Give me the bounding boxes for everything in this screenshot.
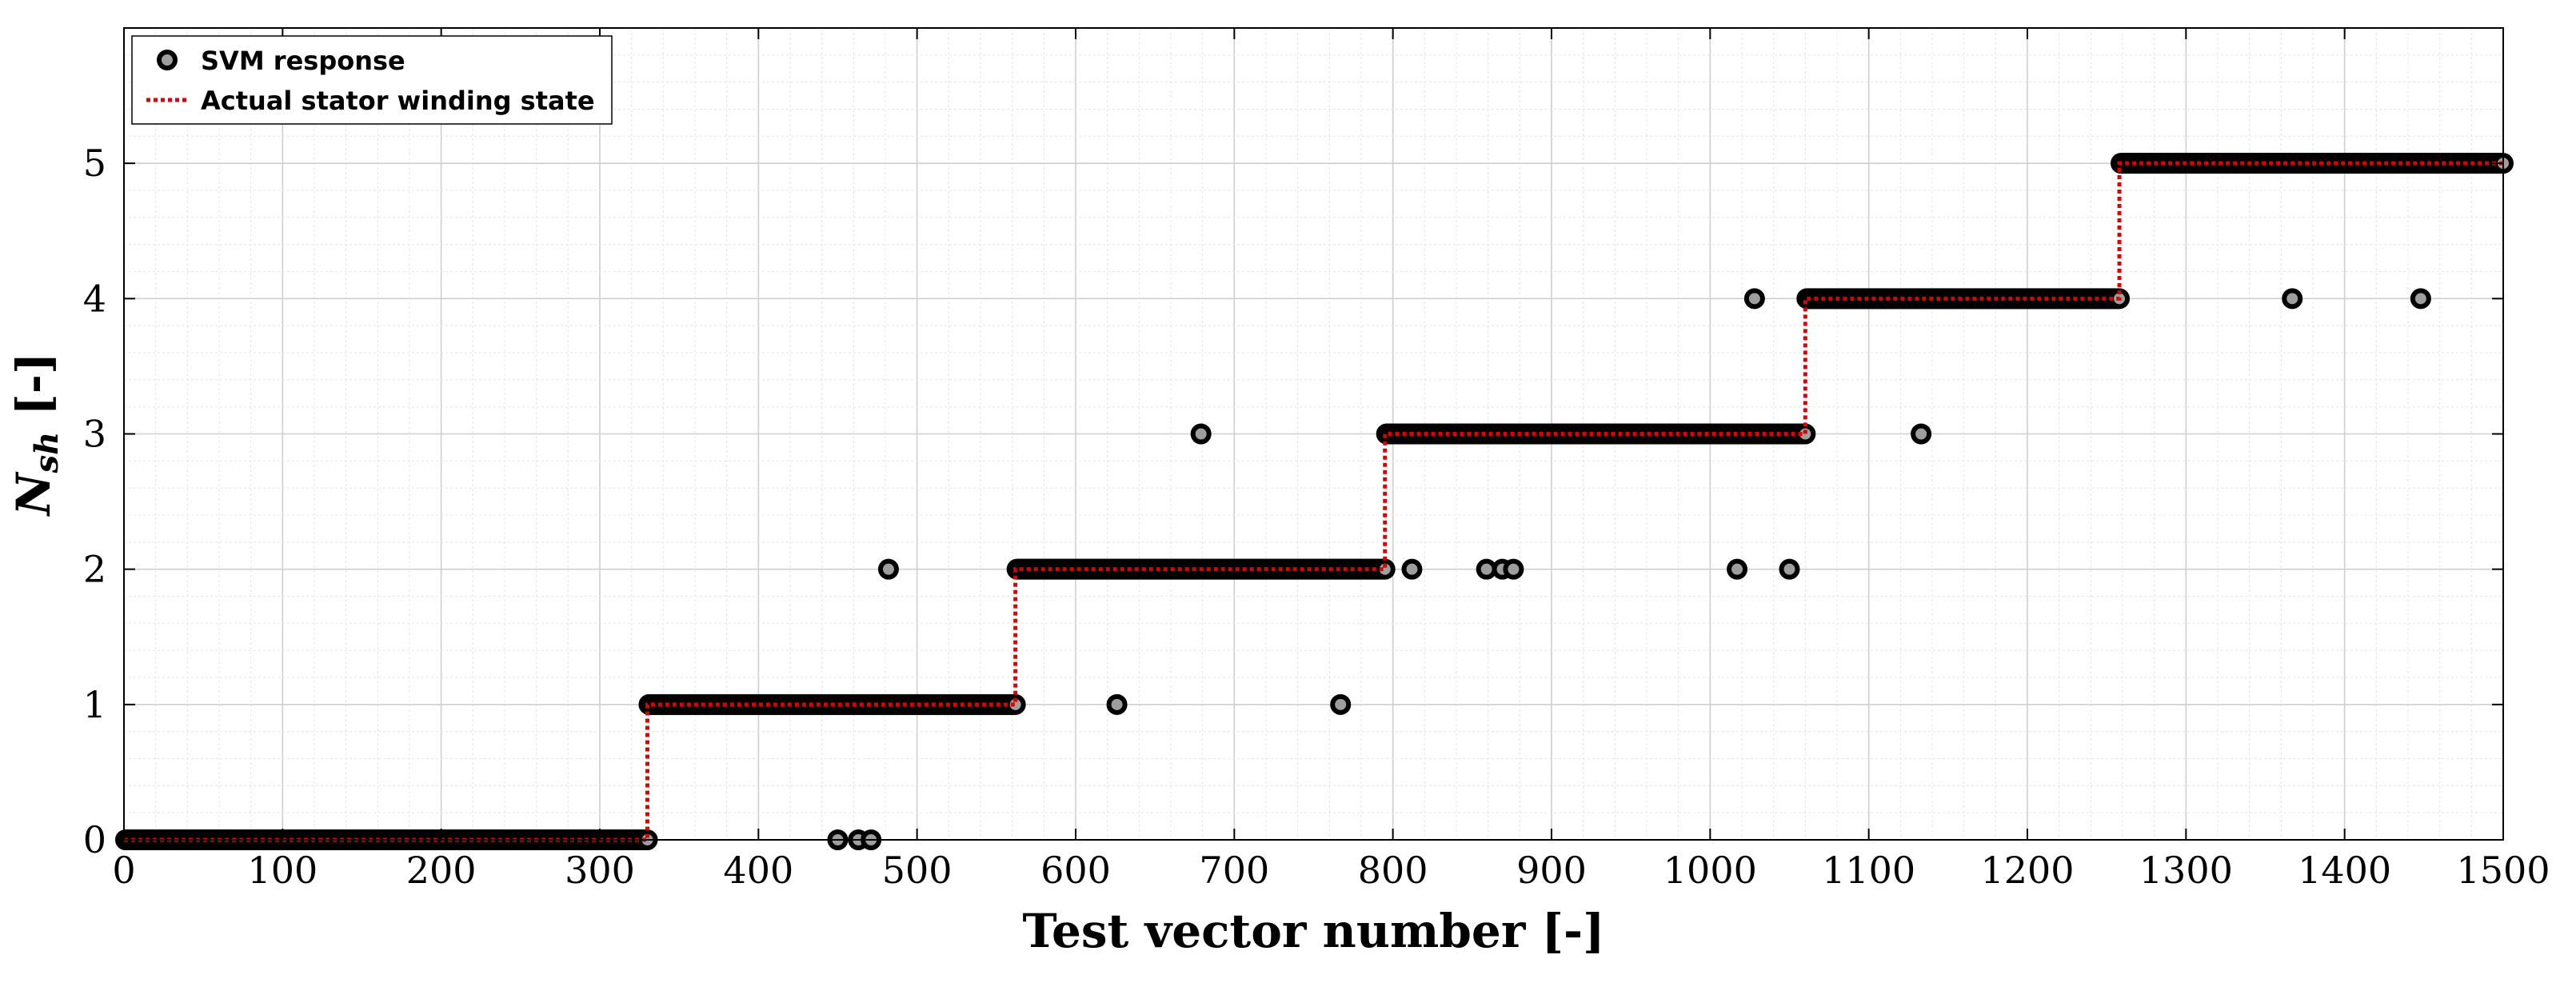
x-tick-label: 1200	[1980, 849, 2074, 892]
actual-state-step-line	[124, 161, 2503, 842]
x-tick-label: 900	[1516, 849, 1587, 892]
x-tick-label: 1400	[2298, 849, 2391, 892]
y-tick-label: 0	[83, 818, 106, 861]
svm-point-outlier	[1190, 423, 1212, 445]
x-tick-label: 400	[723, 849, 793, 892]
y-axis-title: Nsh [-]	[6, 353, 66, 517]
x-tick-label: 0	[112, 849, 135, 892]
legend-label-actual-state: Actual stator winding state	[201, 86, 595, 116]
y-axis-unit: [-]	[6, 353, 61, 432]
y-axis-subscript: sh	[28, 432, 66, 474]
y-axis-symbol: N	[6, 471, 61, 517]
legend-label-svm: SVM response	[201, 46, 405, 76]
x-tick-label: 500	[882, 849, 953, 892]
y-tick-label: 3	[83, 413, 106, 456]
svm-point-outlier	[2282, 288, 2303, 310]
x-tick-label: 1100	[1822, 849, 1915, 892]
y-tick-label: 5	[83, 142, 106, 185]
x-tick-label: 600	[1040, 849, 1111, 892]
x-tick-label: 200	[406, 849, 477, 892]
y-tick-label: 1	[83, 683, 106, 726]
svm-point-outlier	[1330, 693, 1352, 715]
grid	[123, 27, 2504, 841]
svm-point-outlier	[1743, 288, 1765, 310]
y-tick-label: 4	[83, 277, 106, 320]
legend: SVM response Actual stator winding state	[131, 35, 613, 125]
svm-point-outlier	[1779, 558, 1800, 580]
legend-box	[131, 35, 613, 125]
x-tick-label: 800	[1358, 849, 1428, 892]
svm-point-outlier	[1503, 558, 1524, 580]
x-tick-label: 1500	[2456, 849, 2550, 892]
svm-point	[1374, 558, 1396, 580]
x-tick-label: 1000	[1663, 849, 1757, 892]
svm-point-outlier	[1911, 423, 1932, 445]
x-tick-label: 300	[565, 849, 635, 892]
legend-marker-svm	[157, 50, 178, 70]
x-tick-label: 100	[247, 849, 318, 892]
x-tick-label: 700	[1199, 849, 1269, 892]
y-tick-label: 2	[83, 548, 106, 591]
svm-point-outlier	[1727, 558, 1748, 580]
x-tick-label: 1300	[2139, 849, 2233, 892]
svm-point-outlier	[1106, 693, 1128, 715]
x-axis-title: Test vector number [-]	[1022, 904, 1604, 958]
axis-ticks: 0 100 200 300 400 500 600 700 800 900 1000 1100 1200…	[83, 28, 2550, 892]
svm-point-outlier	[2410, 288, 2431, 310]
svm-point-outlier	[877, 558, 899, 580]
svm-point-outlier	[1401, 558, 1423, 580]
plot-data	[114, 153, 2514, 850]
